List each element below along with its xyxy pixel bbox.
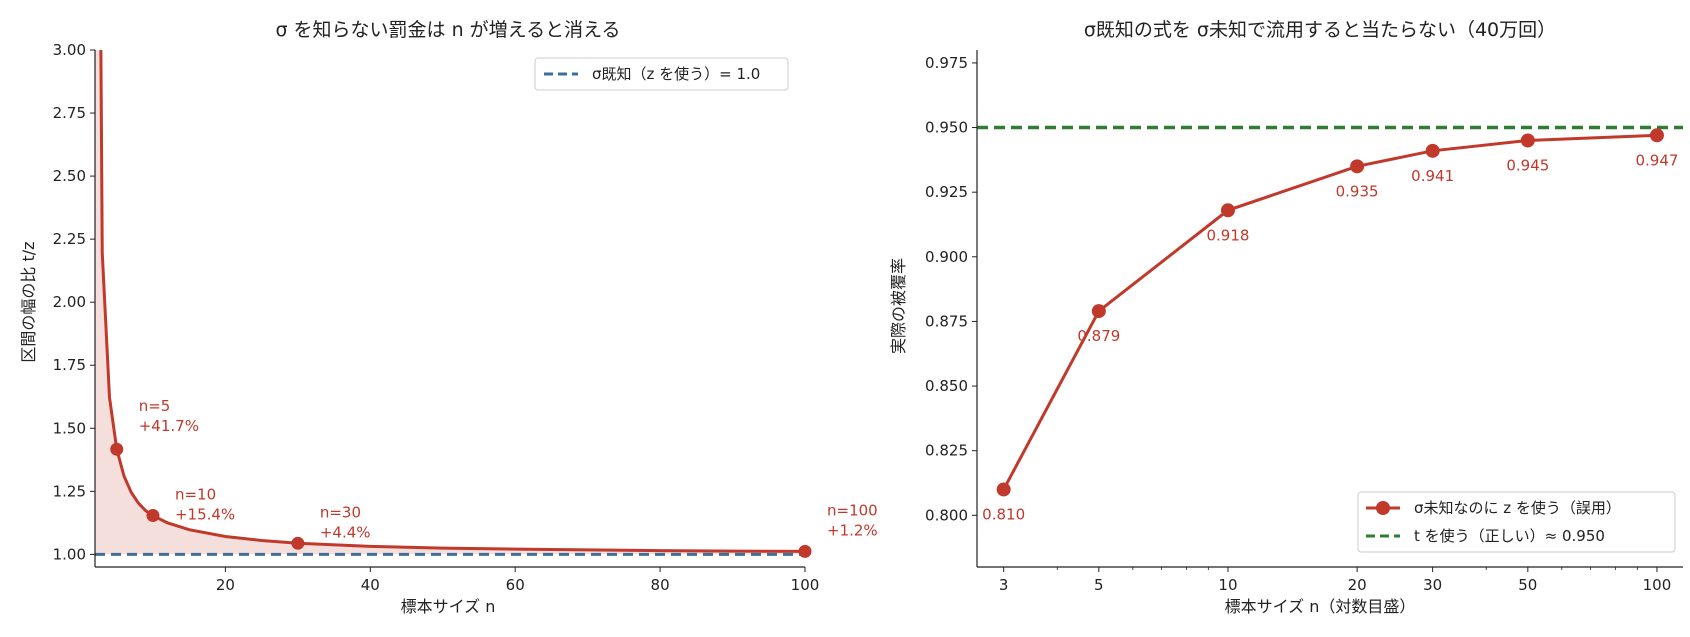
right-data-label: 0.918 — [1206, 226, 1249, 244]
right-chart: σ既知の式を σ未知で流用すると当たらない（40万回） 標本サイズ n（対数目盛… — [889, 19, 1683, 616]
right-y-tick-label: 0.900 — [925, 248, 968, 266]
right-x-tick-label: 20 — [1348, 576, 1367, 594]
right-x-tick-label: 50 — [1518, 576, 1537, 594]
right-y-tick-label: 0.825 — [925, 442, 968, 460]
right-data-label: 0.810 — [982, 505, 1025, 523]
right-legend-reference-label: t を使う（正しい）≈ 0.950 — [1414, 527, 1605, 545]
left-highlight-label-n: n=10 — [175, 486, 216, 504]
left-highlight-label-pct: +1.2% — [827, 521, 878, 539]
left-y-tick-label: 3.00 — [53, 41, 86, 59]
right-data-point — [1091, 304, 1106, 319]
right-data-label: 0.935 — [1336, 182, 1379, 200]
right-y-tick-label: 0.875 — [925, 312, 968, 330]
left-legend-reference-label: σ既知（z を使う）= 1.0 — [592, 65, 760, 83]
left-highlight-label-pct: +4.4% — [320, 523, 371, 541]
right-data-label: 0.879 — [1077, 327, 1120, 345]
right-x-tick-label: 3 — [999, 576, 1009, 594]
right-x-tick-label: 30 — [1423, 576, 1442, 594]
left-x-axis-label: 標本サイズ n — [401, 597, 496, 616]
left-highlight-label-pct: +15.4% — [175, 506, 235, 524]
left-y-tick-label: 2.75 — [53, 104, 86, 122]
right-data-point — [1350, 159, 1365, 174]
left-chart: σ を知らない罰金は n が増えると消える 標本サイズ n 区間の幅の比 t/z… — [19, 19, 878, 616]
left-legend-box — [534, 57, 789, 91]
left-y-tick-label: 2.25 — [53, 230, 86, 248]
left-highlight-point — [798, 544, 812, 558]
right-y-tick-label: 0.950 — [925, 119, 968, 137]
right-legend: σ未知なのに z を使う（誤用） t を使う（正しい）≈ 0.950 — [1357, 491, 1676, 553]
right-data-point — [996, 482, 1011, 497]
left-y-tick-label: 1.50 — [53, 419, 86, 437]
left-highlight-point — [110, 442, 124, 456]
left-legend: σ既知（z を使う）= 1.0 — [534, 57, 789, 91]
right-y-axis-label: 実際の被覆率 — [889, 258, 908, 354]
left-x-tick-label: 20 — [216, 576, 235, 594]
left-highlight-point — [291, 536, 305, 550]
left-highlight-label-n: n=100 — [827, 501, 878, 519]
left-series-line — [99, 50, 806, 553]
left-highlight-label-pct: +41.7% — [139, 417, 199, 435]
left-y-tick-label: 1.25 — [53, 482, 86, 500]
left-x-tick-label: 100 — [791, 576, 820, 594]
right-y-tick-label: 0.800 — [925, 506, 968, 524]
left-y-tick-label: 1.75 — [53, 356, 86, 374]
right-data-point — [1520, 133, 1535, 148]
left-y-tick-label: 1.00 — [53, 545, 86, 563]
left-highlight-label-n: n=30 — [320, 503, 361, 521]
left-highlight-point — [146, 509, 160, 523]
right-x-tick-label: 10 — [1218, 576, 1237, 594]
right-legend-series-marker — [1376, 501, 1390, 515]
right-legend-series-label: σ未知なのに z を使う（誤用） — [1414, 499, 1621, 517]
right-data-point — [1649, 128, 1664, 143]
left-x-tick-label: 40 — [361, 576, 380, 594]
left-chart-title: σ を知らない罰金は n が増えると消える — [275, 19, 620, 41]
right-plot-area: 0.810 0.879 0.918 0.935 0.941 0.945 0.947 0.800… — [925, 50, 1683, 594]
right-data-label: 0.947 — [1635, 151, 1678, 169]
right-chart-title: σ既知の式を σ未知で流用すると当たらない（40万回） — [1084, 19, 1556, 41]
right-y-tick-label: 0.850 — [925, 377, 968, 395]
left-highlight-label-n: n=5 — [139, 397, 171, 415]
right-x-tick-label: 100 — [1643, 576, 1672, 594]
left-y-tick-label: 2.50 — [53, 167, 86, 185]
right-legend-box — [1357, 491, 1676, 553]
left-plot-area: n=5 +41.7% n=10 +15.4% n=30 +4.4% n=100 +1.2% 1.… — [53, 41, 878, 594]
left-y-tick-label: 2.00 — [53, 293, 86, 311]
left-x-tick-label: 80 — [651, 576, 670, 594]
right-y-tick-label: 0.975 — [925, 54, 968, 72]
right-x-axis-label: 標本サイズ n（対数目盛） — [1225, 597, 1416, 616]
left-x-tick-label: 60 — [506, 576, 525, 594]
right-data-point — [1425, 143, 1440, 158]
right-y-tick-label: 0.925 — [925, 183, 968, 201]
left-y-axis-label: 区間の幅の比 t/z — [19, 241, 38, 362]
right-data-point — [1220, 203, 1235, 218]
right-data-label: 0.945 — [1506, 156, 1549, 174]
right-data-label: 0.941 — [1411, 167, 1454, 185]
right-x-tick-label: 5 — [1094, 576, 1104, 594]
